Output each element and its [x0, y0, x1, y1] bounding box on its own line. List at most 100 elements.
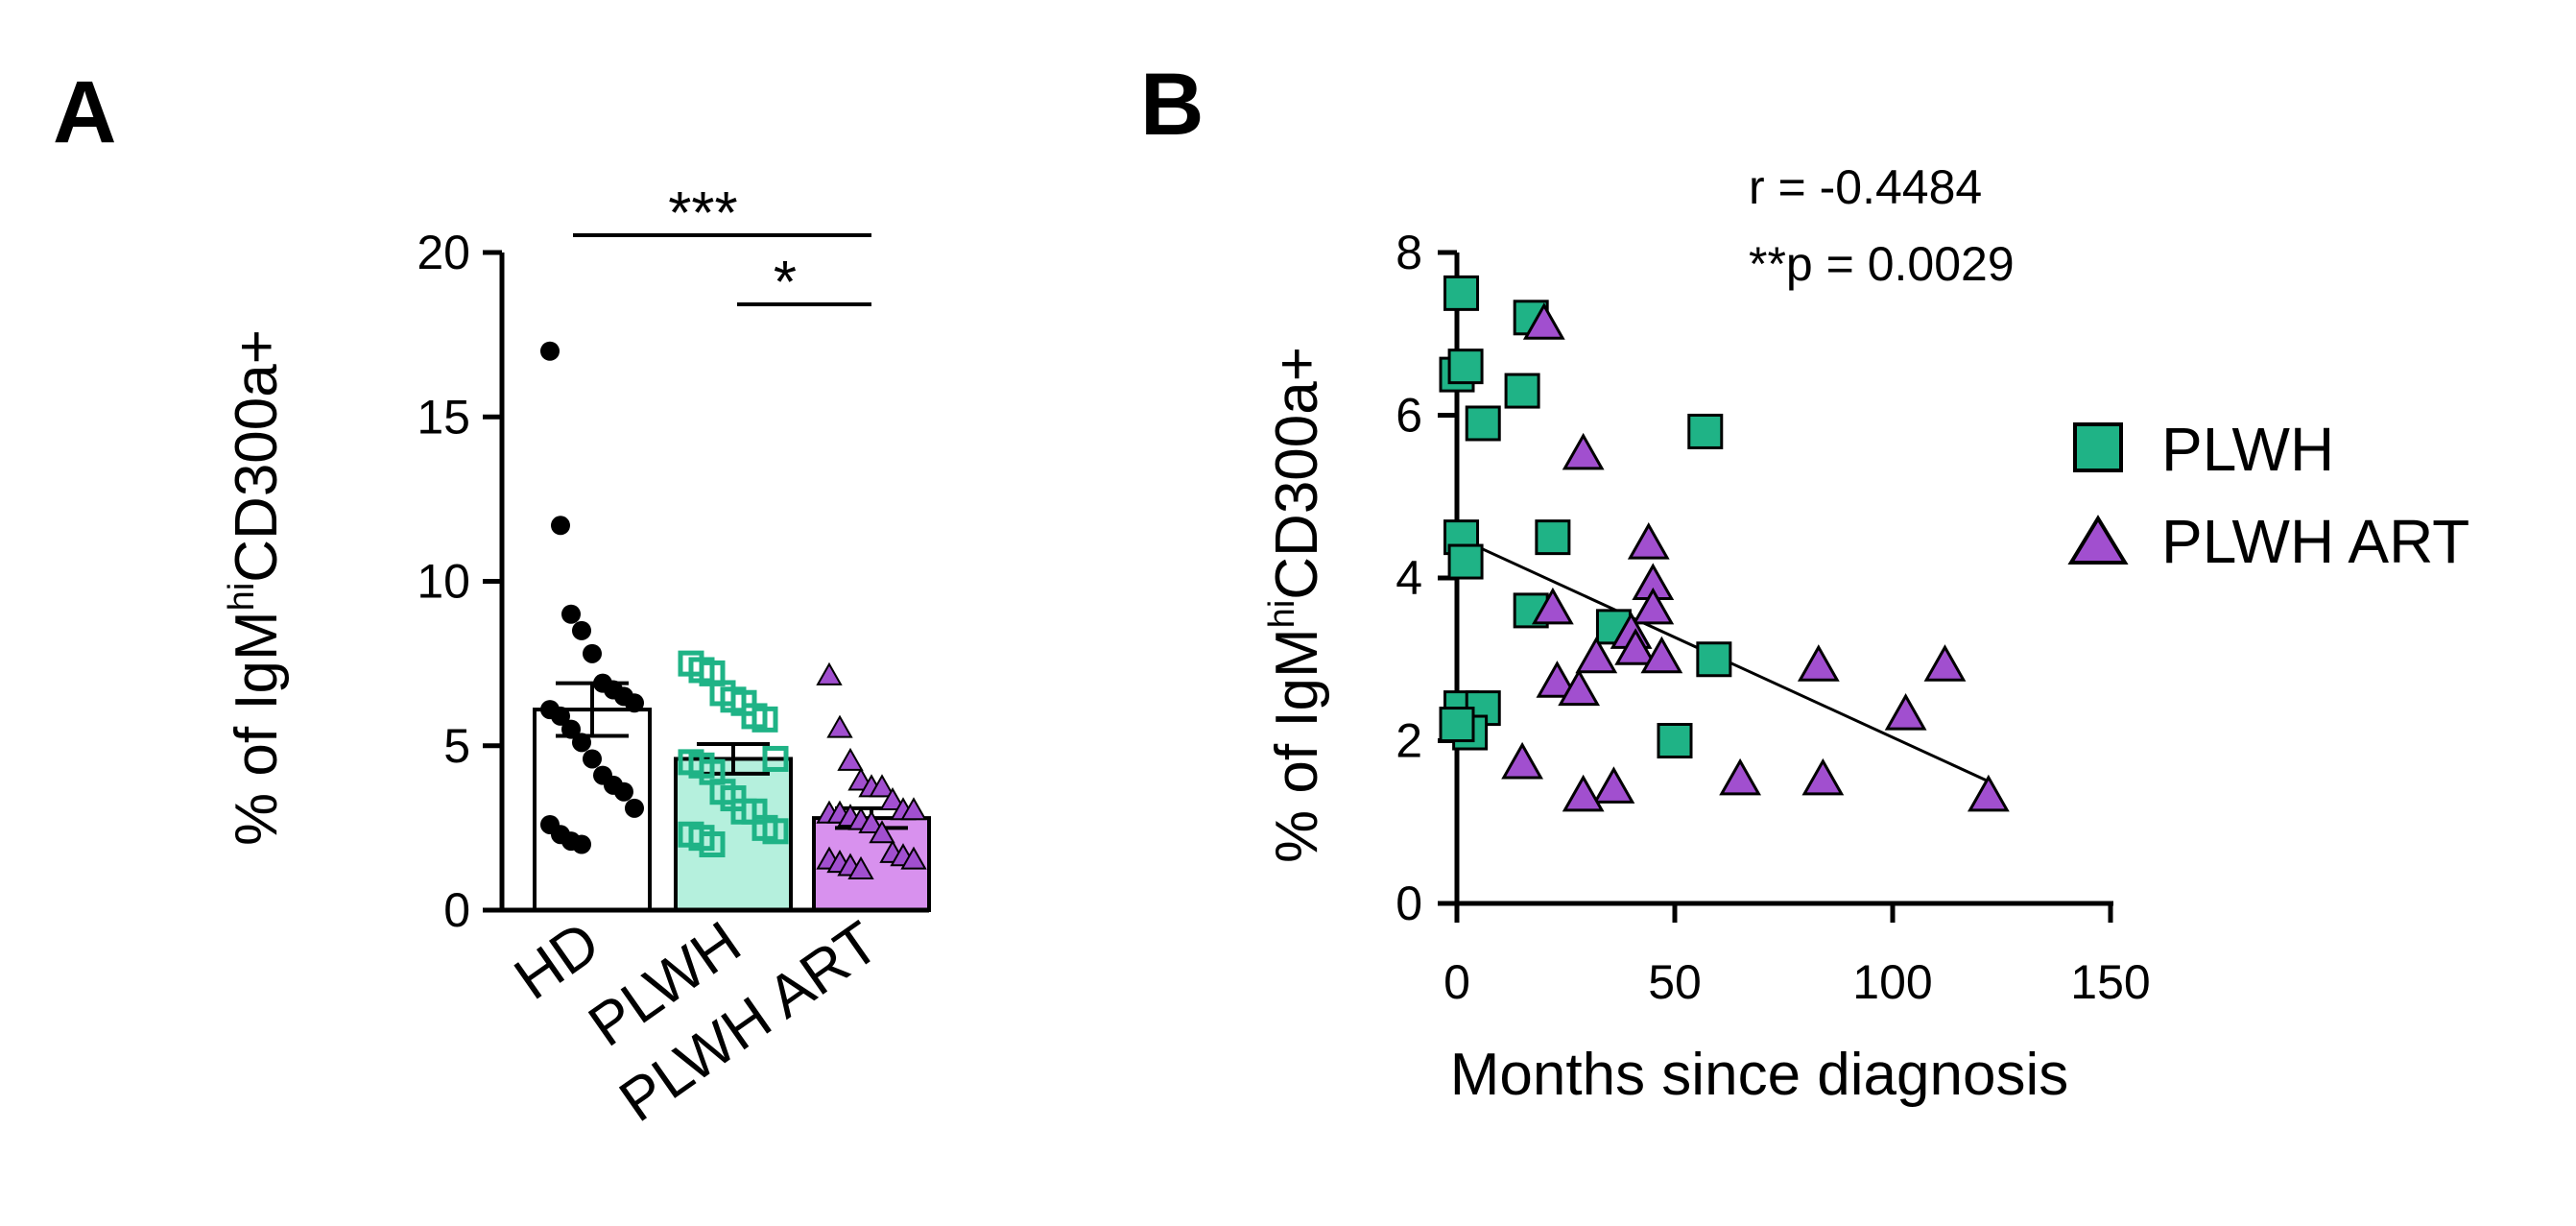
svg-text:% of IgMhiCD300a+: % of IgMhiCD300a+: [222, 329, 290, 846]
y-tick-label-b-4: 4: [1395, 551, 1422, 605]
legend-label-plwh: PLWH: [2161, 415, 2334, 484]
plwh-art-point-13: [858, 809, 885, 834]
panel-b-points: [1439, 275, 2010, 812]
y-tick-label-a-10: 10: [417, 555, 470, 609]
plwh-art-scatter-point-5: [1632, 587, 1675, 625]
y-tick-label-a-5: 5: [443, 719, 470, 773]
panel-letter-a: A: [53, 63, 116, 161]
plwh-art-scatter-point-19: [1562, 774, 1605, 812]
hd-point-12: [572, 733, 591, 753]
plwh-art-scatter-point-15: [1501, 741, 1543, 780]
plwh-art-point-21: [847, 855, 874, 879]
significance-label-1: *: [774, 250, 797, 316]
panel-a-ylabel-sup: hi: [222, 583, 262, 612]
hd-point-10: [551, 706, 570, 726]
hd-point-1: [551, 516, 570, 536]
hd-point-13: [583, 749, 602, 769]
plwh-scatter-point-13: [1657, 723, 1693, 758]
plwh-art-scatter-point-12: [1797, 644, 1840, 682]
plwh-scatter-point-17: [1439, 707, 1475, 743]
plwh-point-20: [699, 831, 726, 857]
plwh-art-scatter-point-8: [1640, 636, 1683, 674]
plwh-art-scatter-point-16: [1719, 757, 1761, 796]
panel-a-points: [540, 341, 927, 879]
y-tick-label-b-0: 0: [1395, 877, 1422, 930]
plwh-scatter-point-9: [1535, 519, 1571, 556]
panel-b-x-ticks: 0 50 100 150: [1443, 903, 2151, 1009]
hd-point-2: [561, 604, 581, 624]
x-tick-label-b-100: 100: [1852, 955, 1932, 1009]
panel-a: A % of IgMhiCD300a+ 0 5 10 15 20 HDPLWHPLWH …: [53, 63, 931, 1135]
plwh-art-scatter-point-17: [1801, 757, 1845, 796]
hd-point-21: [572, 834, 591, 854]
correlation-r: r = -0.4484: [1749, 160, 1982, 214]
panel-b-ylabel-pre: % of IgM: [1264, 628, 1330, 863]
y-tick-label-b-6: 6: [1395, 389, 1422, 443]
plwh-art-point-8: [900, 797, 927, 821]
plwh-art-scatter-point-13: [1923, 644, 1967, 682]
hd-point-0: [540, 341, 560, 361]
plwh-art-scatter-point-1: [1562, 432, 1605, 470]
plwh-scatter-point-5: [1465, 405, 1501, 442]
plwh-art-scatter-point-11: [1558, 668, 1601, 707]
plwh-scatter-point-4: [1504, 373, 1540, 409]
plwh-art-scatter-point-9: [1575, 636, 1618, 674]
hd-point-17: [625, 798, 644, 818]
hd-point-3: [572, 620, 591, 640]
panel-a-significance: ****: [573, 180, 871, 316]
plwh-scatter-point-12: [1696, 641, 1732, 678]
panel-a-ylabel-post: CD300a+: [224, 329, 290, 583]
plwh-art-point-1: [826, 714, 853, 738]
panel-b-y-axis-title: % of IgMhiCD300a+: [1262, 347, 1330, 863]
panel-b-axes: [1454, 252, 2113, 906]
plwh-art-scatter-point-14: [1884, 693, 1927, 731]
plwh-scatter-point-6: [1687, 413, 1724, 449]
panel-a-y-axis-title: % of IgMhiCD300a+: [222, 329, 290, 846]
plwh-scatter-point-8: [1447, 543, 1484, 580]
plwh-scatter-point-0: [1443, 275, 1480, 311]
y-tick-label-a-15: 15: [417, 390, 470, 444]
panel-a-y-ticks: 0 5 10 15 20: [417, 226, 502, 937]
legend-marker-plwh: [2073, 422, 2123, 472]
x-tick-label-b-0: 0: [1443, 955, 1470, 1009]
plwh-art-scatter-point-20: [1967, 774, 2010, 812]
y-tick-label-b-2: 2: [1395, 714, 1422, 768]
legend: PLWH PLWH ART: [2067, 415, 2469, 576]
plwh-point-8: [762, 745, 789, 772]
plwh-art-point-17: [900, 846, 927, 870]
y-tick-label-a-0: 0: [443, 883, 470, 937]
y-tick-label-b-8: 8: [1395, 226, 1422, 279]
plwh-art-point-0: [816, 661, 843, 685]
hd-point-16: [614, 781, 633, 802]
plwh-art-point-6: [879, 786, 906, 811]
panel-b: B % of IgMhiCD300a+ Months since diagnos…: [1140, 56, 2469, 1108]
hd-point-4: [583, 643, 602, 663]
x-tick-label-b-150: 150: [2070, 955, 2150, 1009]
plwh-art-scatter-point-18: [1592, 766, 1635, 804]
correlation-p: **p = 0.0029: [1749, 237, 2015, 291]
plwh-point-7: [751, 706, 778, 733]
hd-point-11: [561, 719, 581, 739]
y-tick-label-a-20: 20: [417, 226, 470, 279]
significance-label-0: ***: [668, 180, 737, 247]
plwh-scatter-point-3: [1447, 349, 1484, 385]
plwh-art-scatter-point-4: [1531, 587, 1574, 625]
panel-b-x-axis-title: Months since diagnosis: [1450, 1042, 2068, 1108]
plwh-art-point-5: [869, 774, 895, 798]
hd-point-8: [625, 693, 644, 713]
panel-letter-b: B: [1140, 56, 1204, 154]
plwh-art-point-2: [837, 747, 864, 771]
legend-label-plwh-art: PLWH ART: [2161, 507, 2469, 576]
panel-b-y-ticks: 0 2 4 6 8: [1395, 226, 1457, 930]
plwh-art-scatter-point-10: [1536, 661, 1579, 698]
plwh-art-scatter-point-2: [1627, 522, 1670, 560]
panel-b-ylabel-sup: hi: [1262, 600, 1302, 629]
svg-text:% of IgMhiCD300a+: % of IgMhiCD300a+: [1262, 347, 1330, 863]
panel-a-ylabel-pre: % of IgM: [224, 611, 290, 846]
legend-marker-plwh-art: [2067, 515, 2129, 565]
plwh-point-17: [762, 818, 789, 845]
plwh-art-scatter-point-0: [1522, 302, 1565, 340]
plwh-art-scatter-point-7: [1614, 628, 1658, 665]
